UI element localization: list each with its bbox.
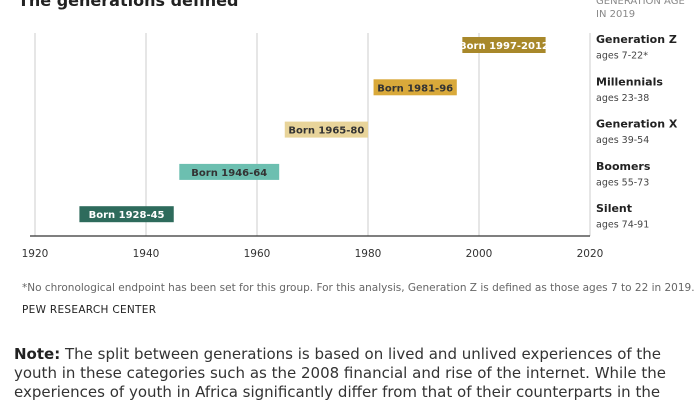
bar-label: Born 1928-45 xyxy=(89,210,165,221)
bar xyxy=(179,163,280,180)
age-label: ages 74-91 xyxy=(596,220,649,231)
note-text: The split between generations is based o… xyxy=(14,345,666,400)
bar xyxy=(284,121,368,138)
age-label: ages 39-54 xyxy=(596,135,649,146)
chart-title: The generations defined xyxy=(18,0,239,10)
bar-label: Born 1997-2012 xyxy=(459,41,549,52)
bar xyxy=(373,79,457,96)
bar xyxy=(79,206,174,223)
x-tick-label: 1920 xyxy=(22,248,49,260)
category-label: Boomers xyxy=(596,160,651,173)
category-label: Generation X xyxy=(596,118,678,131)
x-tick-label: 1940 xyxy=(133,248,160,260)
age-header: GENERATION AGE IN 2019 xyxy=(596,0,685,20)
source: PEW RESEARCH CENTER xyxy=(22,304,157,316)
age-label: ages 55-73 xyxy=(596,177,649,188)
note: Note: The split between generations is b… xyxy=(14,345,694,400)
x-tick-label: 2000 xyxy=(466,248,493,260)
bar xyxy=(462,37,546,53)
category-label: Millennials xyxy=(596,75,663,88)
bar-label: Born 1946-64 xyxy=(191,168,267,179)
note-label: Note: xyxy=(14,345,61,363)
x-tick-label: 1960 xyxy=(244,248,271,260)
bar-label: Born 1981-96 xyxy=(377,83,453,94)
x-tick-label: 2020 xyxy=(577,248,604,260)
age-label: ages 7-22* xyxy=(596,51,648,62)
footnote: *No chronological endpoint has been set … xyxy=(22,282,695,294)
category-label: Silent xyxy=(596,202,632,215)
category-label: Generation Z xyxy=(596,33,677,46)
bar-label: Born 1965-80 xyxy=(288,126,364,137)
x-tick-label: 1980 xyxy=(355,248,382,260)
age-label: ages 23-38 xyxy=(596,93,649,104)
